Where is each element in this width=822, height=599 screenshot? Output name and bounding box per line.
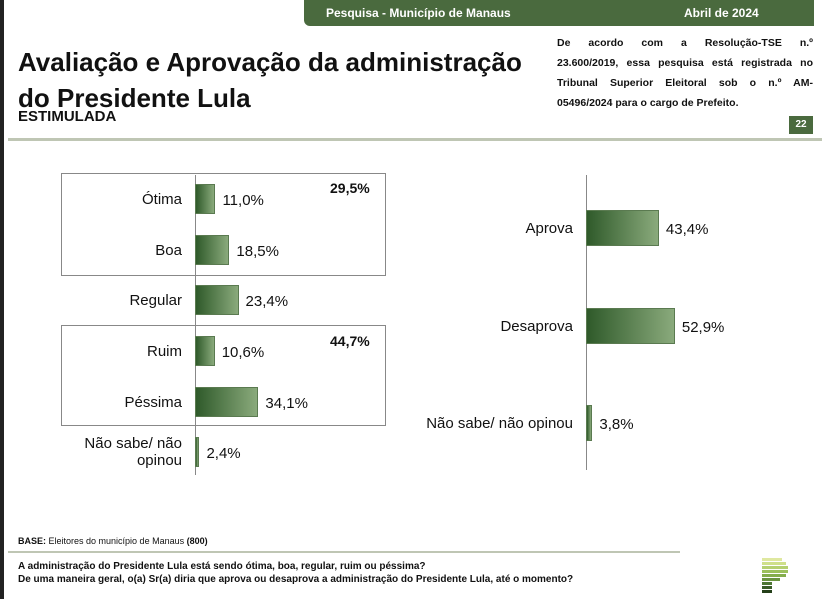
question-1: A administração do Presidente Lula está … [18, 561, 426, 572]
bar [586, 308, 675, 344]
survey-name: Pesquisa - Município de Manaus [326, 6, 511, 20]
data-label: 43,4% [665, 221, 709, 238]
group-total: 44,7% [330, 333, 370, 349]
bar [195, 336, 215, 366]
data-label: 18,5% [236, 243, 279, 260]
bar-label: Não sabe/ não opinou [426, 415, 573, 432]
bar [195, 285, 239, 315]
bar [195, 235, 230, 265]
bar-label: Ruim [146, 343, 182, 360]
data-label: 3,8% [599, 416, 634, 433]
page-number: 22 [789, 116, 813, 134]
divider [8, 138, 822, 141]
data-label: 52,9% [681, 319, 725, 336]
question-2: De uma maneira geral, o(a) Sr(a) diria q… [18, 574, 574, 585]
data-label: 34,1% [265, 395, 308, 412]
bar-label: Aprova [525, 220, 573, 237]
data-label: 2,4% [206, 445, 241, 462]
company-logo [762, 558, 788, 593]
bar [586, 405, 593, 441]
bar [586, 210, 659, 246]
bar-label: Não sabe/ não opinou [84, 435, 182, 469]
base-text: Eleitores do município de Manaus [46, 536, 187, 546]
header-bar: Pesquisa - Município de Manaus Abril de … [304, 0, 814, 26]
data-label: 23,4% [245, 293, 289, 310]
axis-line [195, 175, 196, 475]
legal-line: 05496/2024 para o cargo de Prefeito. [557, 97, 739, 109]
survey-date: Abril de 2024 [684, 6, 759, 20]
legal-line: De acordo com a Resolução-TSE n.º [557, 37, 813, 49]
page-subtitle: ESTIMULADA [18, 108, 117, 125]
bar [195, 437, 200, 467]
legal-line: Tribunal Superior Eleitoral sob o n.º AM… [557, 77, 813, 89]
bar-label: Ótima [141, 191, 182, 208]
base-n: (800) [186, 536, 208, 546]
data-label: 11,0% [222, 192, 264, 209]
bar-label: Regular [129, 292, 182, 309]
divider [8, 551, 680, 553]
group-box-positive [61, 173, 386, 276]
group-box-negative [61, 325, 386, 426]
legal-notice: De acordo com a Resolução-TSE n.º 23.600… [557, 33, 813, 113]
bar [195, 387, 259, 417]
data-label: 10,6% [221, 344, 265, 361]
base-note: BASE: Eleitores do município de Manaus (… [18, 536, 208, 546]
bar-label: Péssima [124, 394, 182, 411]
legal-line: 23.600/2019, essa pesquisa está registra… [557, 57, 813, 69]
bar-label: Boa [155, 242, 182, 259]
page-title: Avaliação e Aprovação da administração d… [18, 47, 522, 113]
bar-label: Desaprova [500, 318, 573, 335]
bar [195, 184, 216, 214]
group-total: 29,5% [330, 180, 370, 196]
questions: A administração do Presidente Lula está … [18, 560, 573, 586]
base-label: BASE: [18, 536, 47, 546]
